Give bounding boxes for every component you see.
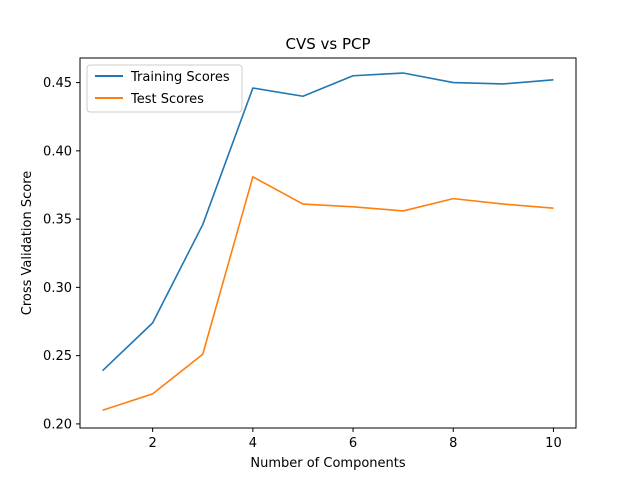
y-tick-label: 0.40 <box>43 144 72 159</box>
plot-area <box>79 57 577 429</box>
series-line-training <box>101 72 554 372</box>
y-axis: 0.20 0.25 0.30 0.35 0.40 0.45 <box>43 76 80 432</box>
legend-box <box>86 64 243 113</box>
legend-label-test: Test Scores <box>130 92 204 107</box>
x-axis: 2 4 6 8 10 <box>149 428 562 451</box>
legend: Training Scores Test Scores <box>86 64 243 113</box>
y-tick-label: 0.20 <box>43 417 72 432</box>
legend-label-training: Training Scores <box>130 70 230 85</box>
y-tick-label: 0.35 <box>43 213 72 228</box>
x-tick-label: 2 <box>149 436 157 451</box>
axes-frame <box>79 57 577 429</box>
chart-title: CVS vs PCP <box>285 35 370 53</box>
y-tick-label: 0.45 <box>43 76 72 91</box>
x-axis-label: Number of Components <box>250 456 405 471</box>
x-tick-label: 4 <box>249 436 257 451</box>
y-axis-label: Cross Validation Score <box>20 171 35 316</box>
y-tick-label: 0.30 <box>43 281 72 296</box>
x-tick-label: 8 <box>449 436 457 451</box>
series-layer <box>101 72 554 412</box>
y-tick-label: 0.25 <box>43 349 72 364</box>
x-tick-label: 6 <box>349 436 357 451</box>
series-line-test <box>102 175 554 412</box>
x-tick-label: 10 <box>545 436 562 451</box>
